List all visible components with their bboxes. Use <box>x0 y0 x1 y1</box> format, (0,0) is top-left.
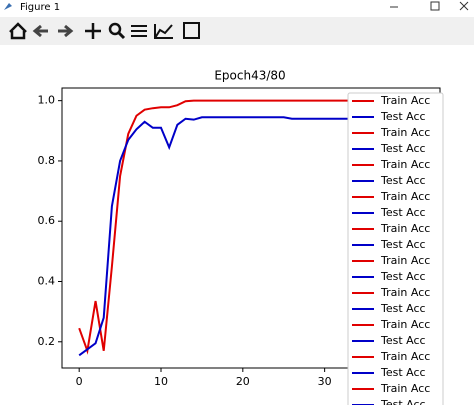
toolbar <box>0 17 474 45</box>
app-icon <box>4 3 12 10</box>
legend-label: Train Acc <box>380 382 430 395</box>
legend-label: Train Acc <box>380 318 430 331</box>
legend-label: Train Acc <box>380 94 430 107</box>
close-button[interactable] <box>459 1 469 11</box>
legend-label: Train Acc <box>380 350 430 363</box>
legend-label: Test Acc <box>380 334 426 347</box>
y-tick-label: 0.8 <box>38 154 56 167</box>
x-tick-label: 10 <box>154 375 168 388</box>
zoom-button[interactable] <box>108 22 126 40</box>
legend-label: Test Acc <box>380 110 426 123</box>
legend-label: Test Acc <box>380 302 426 315</box>
legend-label: Train Acc <box>380 222 430 235</box>
legend: Train Acc Test Acc Train Acc Test Acc Train … <box>347 92 444 405</box>
title-bar <box>0 0 474 16</box>
legend-box <box>347 92 444 405</box>
legend-label: Test Acc <box>380 238 426 251</box>
legend-label: Train Acc <box>380 158 430 171</box>
legend-label: Train Acc <box>380 254 430 267</box>
legend-label: Train Acc <box>380 190 430 203</box>
x-tick-label: 20 <box>236 375 250 388</box>
x-tick-label: 0 <box>76 375 83 388</box>
y-tick-label: 1.0 <box>38 94 56 107</box>
legend-label: Test Acc <box>380 206 426 219</box>
legend-label: Train Acc <box>380 126 430 139</box>
legend-label: Test Acc <box>380 174 426 187</box>
maximize-button[interactable] <box>430 1 440 11</box>
forward-button[interactable] <box>58 24 74 38</box>
legend-label: Train Acc <box>380 286 430 299</box>
window-title: Figure 1 <box>20 2 60 13</box>
legend-label: Test Acc <box>380 366 426 379</box>
y-tick-label: 0.2 <box>38 335 56 348</box>
subplots-button[interactable] <box>131 25 147 37</box>
home-button[interactable] <box>9 22 27 40</box>
legend-label: Test Acc <box>380 142 426 155</box>
y-tick-label: 0.4 <box>38 274 56 287</box>
legend-label: Test Acc <box>380 398 426 405</box>
save-button[interactable] <box>183 22 200 39</box>
legend-label: Test Acc <box>380 270 426 283</box>
pan-button[interactable] <box>85 23 101 39</box>
x-tick-label: 30 <box>318 375 332 388</box>
chart-title: Epoch43/80 <box>214 69 285 83</box>
back-button[interactable] <box>32 24 48 38</box>
axes-button[interactable] <box>154 24 173 39</box>
y-tick-label: 0.6 <box>38 214 56 227</box>
